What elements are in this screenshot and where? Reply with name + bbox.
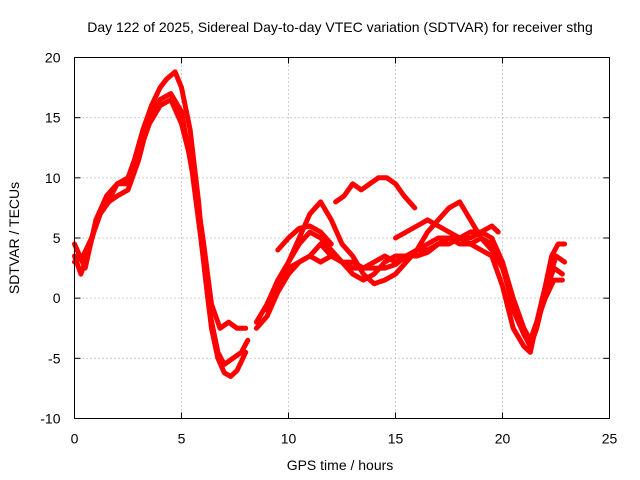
tick-marks bbox=[74, 57, 610, 419]
y-tick-label: 0 bbox=[53, 290, 61, 306]
x-tick-label: 20 bbox=[495, 431, 511, 447]
y-tick-label: 5 bbox=[53, 230, 61, 246]
y-axis-label: SDTVAR / TECUs bbox=[6, 182, 22, 294]
y-tick-labels: -10 -5 0 5 10 15 20 bbox=[40, 50, 60, 427]
x-tick-label: 0 bbox=[71, 431, 79, 447]
series-markers-trace-7 bbox=[266, 200, 565, 348]
series-markers-trace-5 bbox=[255, 231, 563, 342]
x-tick-label: 10 bbox=[281, 431, 297, 447]
y-tick-label: 15 bbox=[45, 110, 61, 126]
y-tick-label: -5 bbox=[48, 350, 61, 366]
series-trace-9 bbox=[333, 175, 418, 211]
data-series bbox=[72, 69, 568, 379]
y-tick-label: 10 bbox=[45, 170, 61, 186]
series-trace-8 bbox=[275, 223, 334, 253]
x-tick-label: 15 bbox=[388, 431, 404, 447]
series-trace-3 bbox=[72, 97, 249, 331]
y-tick-label: 20 bbox=[45, 50, 61, 66]
x-tick-labels: 0 5 10 15 20 25 bbox=[71, 431, 618, 447]
x-axis-label: GPS time / hours bbox=[287, 457, 394, 473]
series-markers-trace-2 bbox=[74, 92, 249, 366]
series-trace-10 bbox=[393, 217, 501, 241]
series-trace-7 bbox=[264, 199, 568, 349]
series-trace-5 bbox=[253, 229, 565, 343]
series-markers-trace-9 bbox=[335, 177, 416, 209]
x-tick-label: 25 bbox=[602, 431, 618, 447]
series-trace-2 bbox=[72, 91, 251, 367]
series-trace-4 bbox=[253, 235, 568, 355]
x-tick-label: 5 bbox=[178, 431, 186, 447]
chart-title: Day 122 of 2025, Sidereal Day-to-day VTE… bbox=[87, 19, 593, 35]
y-tick-label: -10 bbox=[40, 411, 60, 427]
